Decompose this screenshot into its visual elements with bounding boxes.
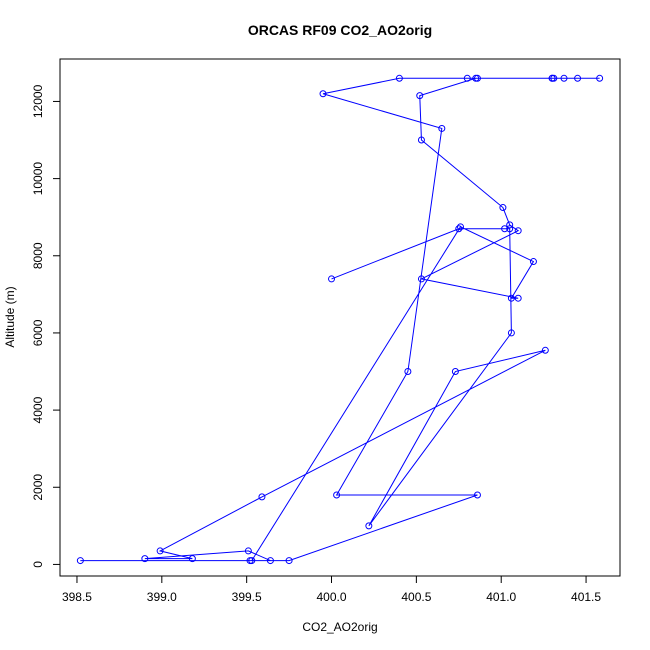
x-tick-label: 398.5 bbox=[62, 590, 92, 604]
y-axis: 0 2000 4000 6000 8000 10000 12000 bbox=[31, 84, 60, 568]
data-point bbox=[451, 368, 459, 376]
data-point bbox=[188, 555, 196, 563]
y-tick-label: 4000 bbox=[31, 396, 45, 423]
data-point bbox=[365, 522, 373, 530]
data-point bbox=[463, 74, 471, 82]
y-tick-label: 0 bbox=[31, 561, 45, 568]
y-tick-label: 8000 bbox=[31, 242, 45, 269]
data-point bbox=[438, 124, 446, 132]
data-point bbox=[319, 90, 327, 98]
data-point bbox=[258, 493, 266, 501]
data-point bbox=[529, 258, 537, 266]
data-point bbox=[473, 491, 481, 499]
x-axis: 398.5 399.0 399.5 400.0 400.5 401.0 401.5 bbox=[62, 576, 601, 604]
x-tick-label: 400.0 bbox=[316, 590, 346, 604]
x-tick-label: 401.5 bbox=[571, 590, 601, 604]
data-point bbox=[507, 294, 515, 302]
series-layer bbox=[76, 74, 604, 565]
data-point bbox=[472, 74, 480, 82]
x-tick-label: 399.5 bbox=[232, 590, 262, 604]
data-point bbox=[499, 204, 507, 212]
data-point bbox=[404, 368, 412, 376]
data-point bbox=[506, 225, 514, 233]
x-tick-label: 399.0 bbox=[147, 590, 177, 604]
data-point bbox=[285, 557, 293, 565]
y-axis-label: Altitude (m) bbox=[3, 286, 17, 347]
x-tick-label: 400.5 bbox=[401, 590, 431, 604]
data-point bbox=[244, 547, 252, 555]
data-point bbox=[328, 275, 336, 283]
chart-title: ORCAS RF09 CO2_AO2orig bbox=[248, 22, 432, 38]
data-point bbox=[506, 221, 514, 229]
data-point bbox=[395, 74, 403, 82]
data-point bbox=[456, 223, 464, 231]
x-tick-label: 401.0 bbox=[486, 590, 516, 604]
x-axis-label: CO2_AO2orig bbox=[302, 620, 377, 634]
data-point bbox=[417, 136, 425, 144]
data-point bbox=[333, 491, 341, 499]
y-tick-label: 10000 bbox=[31, 162, 45, 196]
plot-frame bbox=[59, 58, 621, 577]
data-point bbox=[141, 555, 149, 563]
data-point bbox=[76, 557, 84, 565]
series-line bbox=[80, 77, 600, 562]
y-tick-label: 6000 bbox=[31, 319, 45, 346]
data-point bbox=[501, 225, 509, 233]
data-point bbox=[548, 74, 556, 82]
data-point bbox=[514, 227, 522, 235]
data-point bbox=[156, 547, 164, 555]
data-point bbox=[541, 346, 549, 354]
data-point bbox=[455, 225, 463, 233]
data-point bbox=[596, 74, 604, 82]
data-point bbox=[416, 92, 424, 100]
data-point bbox=[266, 557, 274, 565]
y-tick-label: 2000 bbox=[31, 474, 45, 501]
data-point bbox=[248, 557, 256, 565]
data-point bbox=[507, 329, 515, 337]
data-point bbox=[574, 74, 582, 82]
data-point bbox=[514, 294, 522, 302]
data-point bbox=[417, 275, 425, 283]
data-point bbox=[560, 74, 568, 82]
y-tick-label: 12000 bbox=[31, 84, 45, 118]
